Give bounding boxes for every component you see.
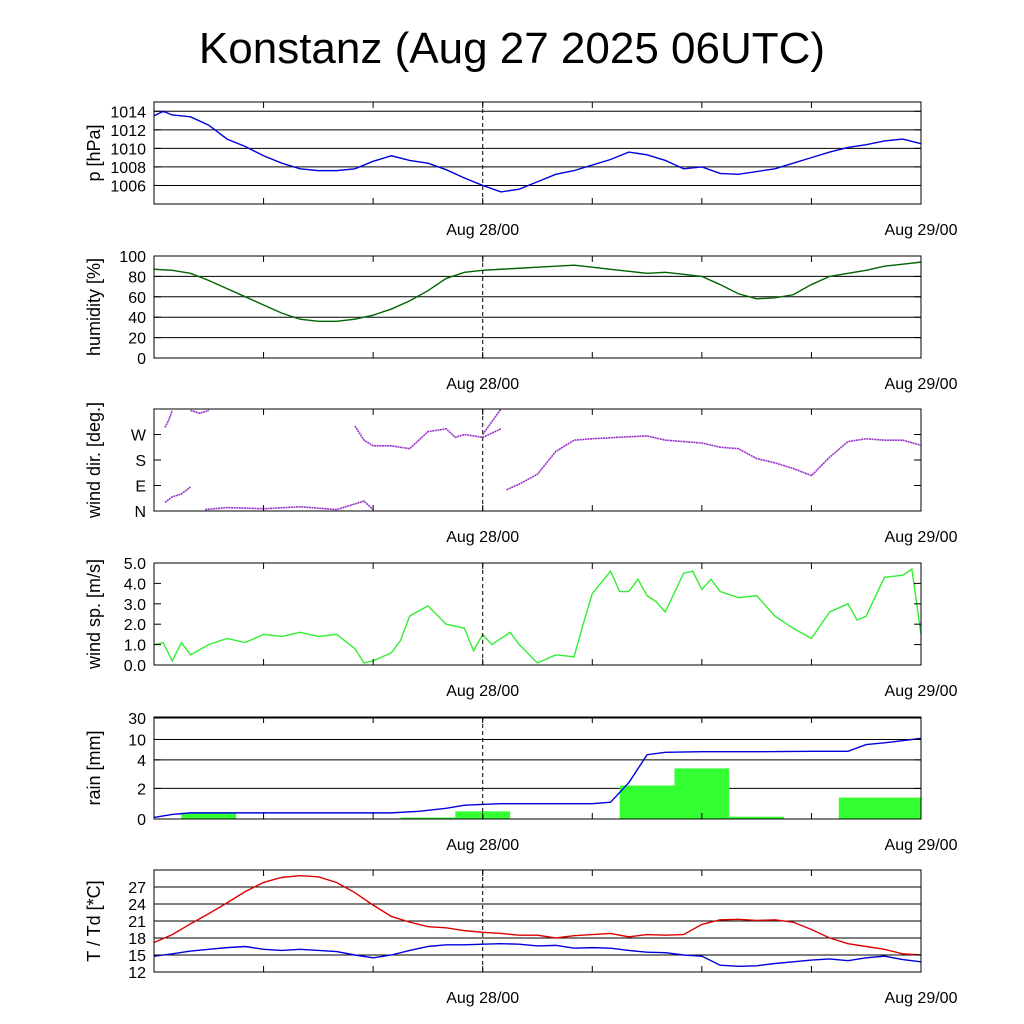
y-tick-label: N (134, 504, 146, 521)
y-tick-label: 4 (137, 753, 146, 770)
accumulated-series-line (153, 737, 922, 819)
y-tick-label: 18 (128, 931, 146, 948)
y-axis-label: humidity [%] (84, 258, 104, 356)
y-tick-label: 60 (128, 290, 146, 307)
y-tick-label: 4.0 (124, 576, 146, 593)
pressure-series-line (153, 110, 922, 193)
y-axis-label: p [hPa] (84, 124, 104, 181)
y-tick-label: 2.0 (124, 617, 146, 634)
y-tick-label: 20 (128, 331, 146, 348)
t-series-line (153, 874, 922, 956)
y-tick-label: 1008 (110, 160, 146, 177)
rain-bar (400, 817, 456, 819)
y-tick-label: 0.0 (124, 658, 146, 675)
wind-speed-series-line (153, 567, 922, 664)
humidity-series-line (153, 261, 922, 322)
y-tick-label: 3.0 (124, 597, 146, 614)
y-tick-label: 2 (137, 781, 146, 798)
rain-bar (619, 785, 675, 819)
x-tick-label: Aug 28/00 (446, 222, 519, 239)
y-tick-label: 1014 (110, 104, 146, 121)
x-tick-label: Aug 28/00 (446, 990, 519, 1007)
x-tick-label: Aug 29/00 (885, 529, 958, 546)
rain-bar (729, 816, 785, 819)
rain-bar (181, 812, 237, 819)
x-tick-label: Aug 28/00 (446, 837, 519, 854)
wind-direction-trace (506, 435, 922, 491)
panel-frame (153, 562, 922, 666)
x-tick-label: Aug 28/00 (446, 376, 519, 393)
panel-frame (153, 716, 922, 820)
x-tick-label: Aug 29/00 (885, 683, 958, 700)
wind-direction-trace (482, 408, 502, 435)
y-axis-label: wind sp. [m/s] (84, 559, 104, 670)
panel-frame (153, 255, 922, 359)
rain-bar (838, 797, 921, 819)
y-tick-label: 30 (128, 711, 146, 728)
y-tick-label: 5.0 (124, 556, 146, 573)
y-tick-label: 1010 (110, 141, 146, 158)
wind-direction-trace (164, 486, 192, 504)
wind-direction-trace (190, 409, 210, 415)
y-tick-label: 27 (128, 880, 146, 897)
wind-direction-trace (354, 425, 502, 450)
y-axis-label: rain [mm] (84, 730, 104, 805)
rain-bar (674, 768, 730, 819)
y-tick-label: W (131, 428, 147, 445)
x-tick-label: Aug 29/00 (885, 837, 958, 854)
panel-frame (153, 101, 922, 205)
chart-title: Konstanz (Aug 27 2025 06UTC) (198, 24, 826, 73)
y-tick-label: 15 (128, 948, 146, 965)
x-tick-label: Aug 29/00 (885, 222, 958, 239)
y-tick-label: 24 (128, 897, 146, 914)
wind-direction-trace (164, 410, 174, 428)
y-tick-label: 10 (128, 732, 146, 749)
y-axis-label: T / Td [*C] (84, 880, 104, 961)
y-axis-label: wind dir. [deg.] (84, 402, 104, 519)
y-tick-label: 40 (128, 310, 146, 327)
wind-direction-trace (205, 500, 374, 511)
y-tick-label: 1006 (110, 178, 146, 195)
y-tick-label: S (135, 453, 146, 470)
y-tick-label: 1.0 (124, 638, 146, 655)
y-tick-label: 0 (137, 351, 146, 368)
y-tick-label: E (135, 479, 146, 496)
y-tick-label: 100 (119, 249, 146, 266)
y-tick-label: 21 (128, 914, 146, 931)
y-tick-label: 1012 (110, 123, 146, 140)
td-series-line (153, 942, 922, 968)
x-tick-label: Aug 29/00 (885, 990, 958, 1007)
x-tick-label: Aug 28/00 (446, 683, 519, 700)
y-tick-label: 80 (128, 269, 146, 286)
x-tick-label: Aug 28/00 (446, 529, 519, 546)
y-tick-label: 0 (137, 812, 146, 829)
y-tick-label: 12 (128, 965, 146, 982)
panel-frame (153, 408, 922, 512)
x-tick-label: Aug 29/00 (885, 376, 958, 393)
